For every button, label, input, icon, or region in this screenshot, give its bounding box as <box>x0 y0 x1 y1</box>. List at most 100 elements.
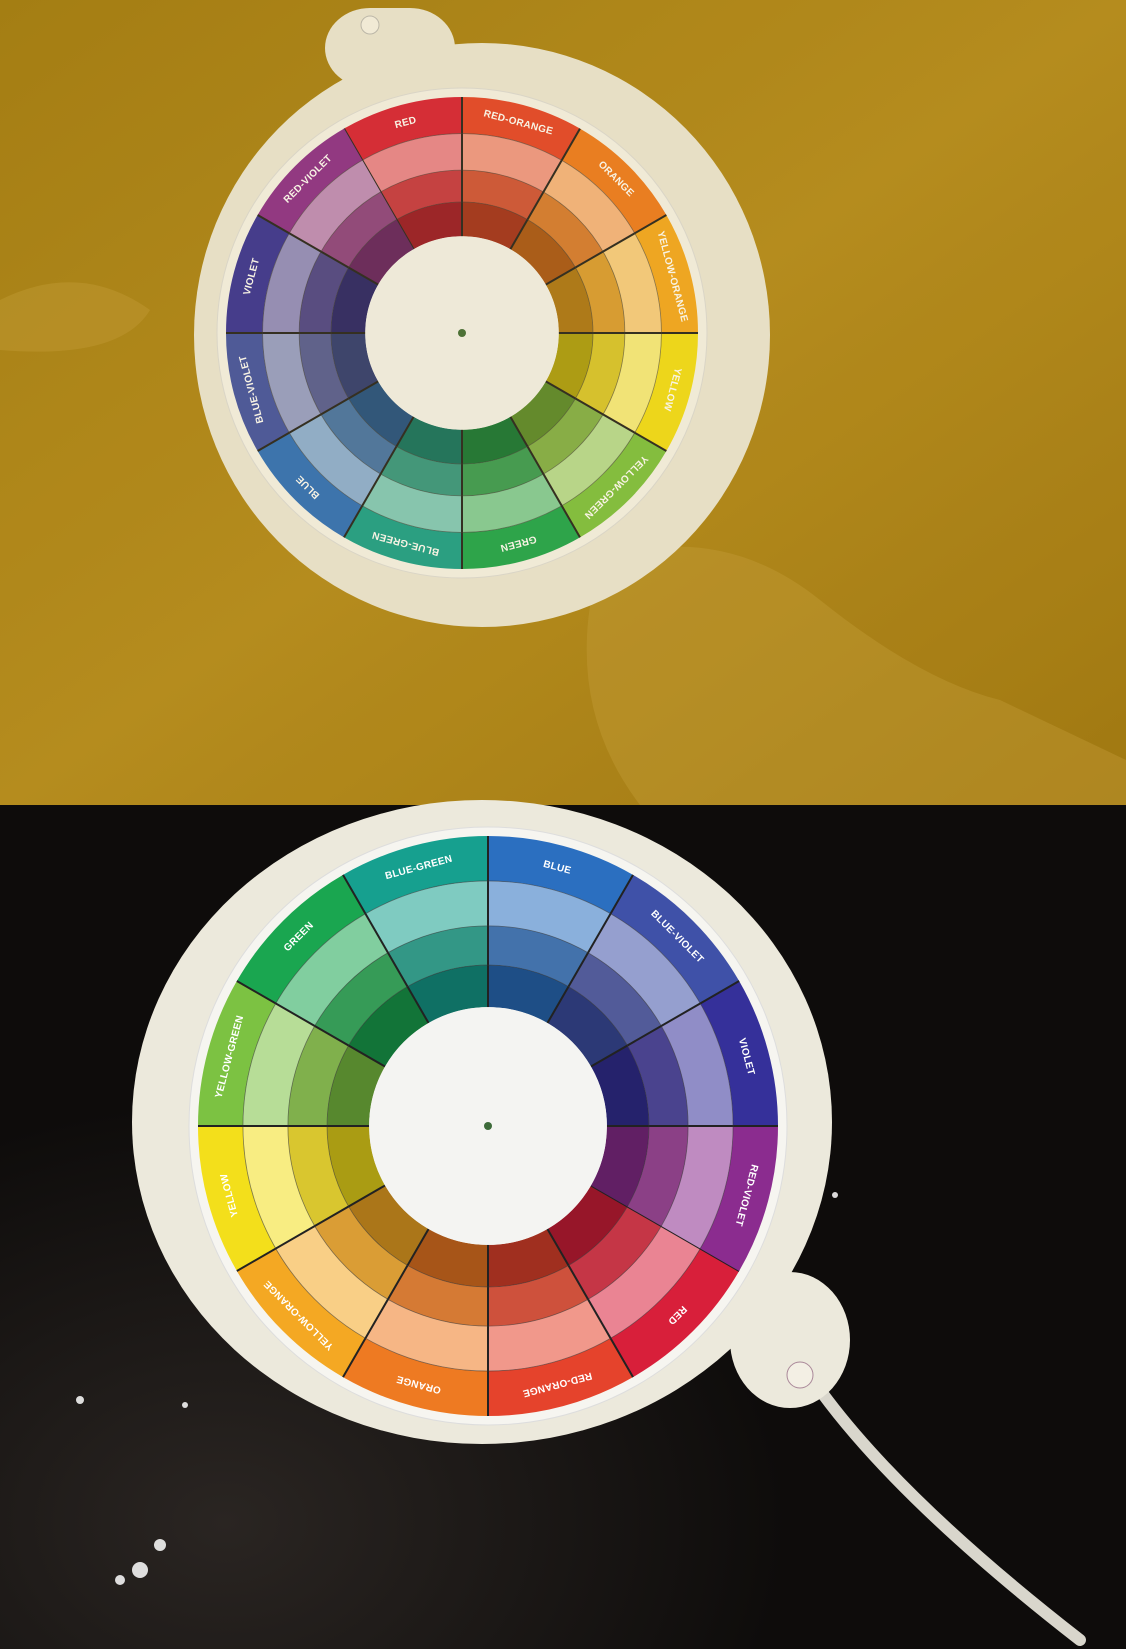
wheel-segment <box>510 381 576 447</box>
wheel-segment <box>627 1025 689 1126</box>
wheel-segment <box>488 925 589 987</box>
segment-divider <box>590 980 740 1068</box>
wheel-segment <box>462 170 544 220</box>
wheel-segment <box>590 1126 649 1207</box>
wheel-segment <box>568 952 662 1046</box>
wheel-segment <box>348 986 429 1067</box>
ring-line <box>330 201 594 465</box>
wheel-segment <box>488 1265 589 1327</box>
wheel-segment <box>488 1338 633 1416</box>
wheel-segment <box>380 446 462 496</box>
wheel-segment <box>348 219 414 285</box>
wheel-segment <box>590 1045 649 1126</box>
wheel-segment <box>314 1206 408 1300</box>
wheel-segment <box>348 381 414 447</box>
segment-divider <box>509 416 581 538</box>
wheel-segment <box>299 251 349 333</box>
segment-divider <box>545 214 667 286</box>
wheel-segment <box>488 1228 569 1287</box>
wheel-segment <box>545 267 593 333</box>
wheel-segment <box>545 333 593 399</box>
photo-top: RED RED-ORANGEORANGEYELLOW-ORANGEYELLOWYE… <box>0 0 1126 805</box>
wheel-segment <box>610 1248 740 1378</box>
ring-line <box>287 925 689 1327</box>
wheel-segment <box>331 333 379 399</box>
wheel-segment <box>257 432 363 538</box>
wheel-segment <box>627 1126 689 1227</box>
wheel-segment <box>588 1226 701 1339</box>
segment-divider <box>236 1184 386 1272</box>
wheel-segment <box>396 202 462 250</box>
wheel-segment <box>610 874 740 1004</box>
segment-divider <box>342 874 430 1024</box>
wheel-segment <box>327 1126 386 1207</box>
wheel-segment <box>236 874 366 1004</box>
wheel-segment <box>407 965 488 1024</box>
wheel-segment <box>510 219 576 285</box>
wheel-segment <box>700 1126 778 1271</box>
wheel-segment <box>344 97 462 161</box>
wheel-segment <box>561 432 667 538</box>
ring-line <box>326 964 650 1288</box>
wheel-segment <box>568 1206 662 1300</box>
center-dot <box>484 1122 492 1130</box>
wheel-segment <box>320 398 397 475</box>
photo-bottom: REDRED-ORANGEORANGEYELLOW-ORANGEYELLOWYE… <box>0 800 1126 1649</box>
wheel-segment <box>226 333 290 451</box>
wheel-segment <box>257 128 363 234</box>
wheel-segment <box>387 925 488 987</box>
sun-glints <box>76 1192 838 1585</box>
wheel-segment <box>344 505 462 569</box>
wheel-segment <box>543 160 635 252</box>
wheel-segment <box>575 333 625 415</box>
wheel-segment <box>407 1228 488 1287</box>
wheel-segment <box>387 1265 488 1327</box>
rope-knot <box>786 1361 814 1389</box>
wheel-segment <box>348 1185 429 1266</box>
segment-divider <box>546 1228 634 1378</box>
ring-line <box>262 133 662 533</box>
wheel-segment <box>462 505 580 569</box>
color-wheel: REDRED-ORANGEORANGEYELLOW-ORANGEYELLOWYE… <box>188 826 788 1426</box>
wheel-segment <box>547 986 628 1067</box>
wheel-segment <box>343 1338 488 1416</box>
ring-line <box>298 169 626 497</box>
wheel-segment <box>547 1185 628 1266</box>
wheel-segment <box>289 160 381 252</box>
wheel-segment <box>488 965 569 1024</box>
wheel-segment <box>462 97 580 161</box>
wheel-segment <box>527 191 604 268</box>
wheel-segment <box>320 191 397 268</box>
segment-divider <box>343 416 415 538</box>
segment-divider <box>257 380 379 452</box>
wheel-segment <box>343 836 488 914</box>
wheel-segment <box>198 1126 276 1271</box>
rope <box>814 1384 1086 1646</box>
wheel-segment <box>634 333 698 451</box>
water-tint <box>0 0 1126 805</box>
segment-divider <box>257 214 379 286</box>
wheel-segment <box>226 215 290 333</box>
segment-divider <box>509 128 581 250</box>
wheel-segment <box>396 416 462 464</box>
wheel-segment <box>198 981 276 1126</box>
wheel-segment <box>527 398 604 475</box>
wheel-segment <box>236 1248 366 1378</box>
wheel-segment <box>575 251 625 333</box>
wheel-segment <box>331 267 379 333</box>
wheel-segment <box>314 952 408 1046</box>
segment-divider <box>545 380 667 452</box>
wheel-segment <box>561 128 667 234</box>
wheel-segment <box>299 333 349 415</box>
segment-divider <box>546 874 634 1024</box>
wheel-segment <box>462 416 528 464</box>
wheel-segment <box>488 836 633 914</box>
wheel-segment <box>327 1045 386 1126</box>
wheel-label: RED <box>394 115 418 131</box>
segment-divider <box>342 1228 430 1378</box>
wheel-segment <box>700 981 778 1126</box>
segment-divider <box>236 980 386 1068</box>
